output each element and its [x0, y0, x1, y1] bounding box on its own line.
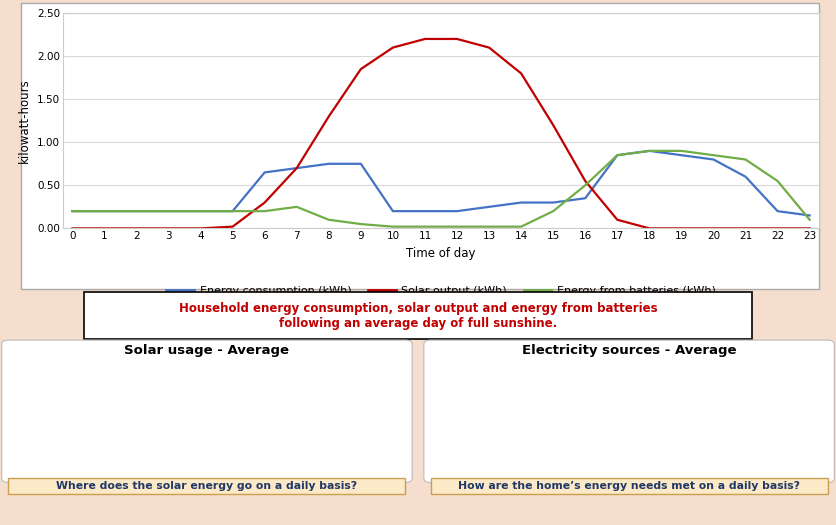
Text: Solar usage - Average: Solar usage - Average: [125, 344, 289, 357]
Energy from batteries (kWh): [388, 224, 398, 230]
Energy from batteries (kWh): [292, 204, 302, 210]
Solar output (kWh): [741, 225, 751, 232]
Energy consumption (kWh): [227, 208, 237, 214]
Energy from batteries (kWh): [676, 148, 686, 154]
Solar output (kWh): [164, 225, 174, 232]
Solar output (kWh): [356, 66, 366, 72]
Energy consumption (kWh): [324, 161, 334, 167]
Solar output (kWh): [131, 225, 141, 232]
Solar output (kWh): [452, 36, 462, 42]
Text: 45%: 45%: [543, 407, 572, 420]
Energy from batteries (kWh): [548, 208, 558, 214]
Text: Household energy consumption, solar output and energy from batteries
following a: Household energy consumption, solar outp…: [179, 301, 657, 330]
Text: 0%: 0%: [541, 463, 561, 476]
Solar output (kWh): [580, 178, 590, 184]
Energy from batteries (kWh): [772, 178, 782, 184]
Solar output (kWh): [388, 45, 398, 51]
Wedge shape: [533, 373, 578, 459]
Energy from batteries (kWh): [452, 224, 462, 230]
Energy consumption (kWh): [99, 208, 110, 214]
Wedge shape: [111, 373, 155, 431]
Legend: From solar, From grid, From batteries: From solar, From grid, From batteries: [643, 393, 743, 442]
Solar output (kWh): [196, 225, 206, 232]
Line: Energy consumption (kWh): Energy consumption (kWh): [73, 151, 809, 215]
Energy consumption (kWh): [580, 195, 590, 202]
Energy consumption (kWh): [804, 212, 814, 218]
Energy from batteries (kWh): [196, 208, 206, 214]
Energy consumption (kWh): [388, 208, 398, 214]
Solar output (kWh): [772, 225, 782, 232]
Line: Solar output (kWh): Solar output (kWh): [73, 39, 809, 228]
Legend: Solar self-
consumption, Solar into batteries, Excess (wasted)
solar: Solar self- consumption, Solar into batt…: [221, 383, 347, 452]
Wedge shape: [490, 373, 548, 461]
Solar output (kWh): [484, 45, 494, 51]
Energy consumption (kWh): [548, 200, 558, 206]
Text: 55%: 55%: [496, 415, 524, 428]
Energy consumption (kWh): [772, 208, 782, 214]
Energy consumption (kWh): [676, 152, 686, 159]
Text: How are the home’s energy needs met on a daily basis?: How are the home’s energy needs met on a…: [458, 481, 800, 491]
Energy consumption (kWh): [645, 148, 655, 154]
Energy from batteries (kWh): [741, 156, 751, 163]
Solar output (kWh): [804, 225, 814, 232]
Energy from batteries (kWh): [612, 152, 622, 159]
X-axis label: Time of day: Time of day: [406, 247, 476, 260]
Energy consumption (kWh): [516, 200, 526, 206]
Energy consumption (kWh): [612, 152, 622, 159]
Text: 37%: 37%: [99, 435, 128, 448]
Solar output (kWh): [516, 70, 526, 77]
Energy from batteries (kWh): [260, 208, 270, 214]
Solar output (kWh): [612, 217, 622, 223]
Solar output (kWh): [260, 200, 270, 206]
Energy from batteries (kWh): [516, 224, 526, 230]
Solar output (kWh): [292, 165, 302, 171]
Energy consumption (kWh): [164, 208, 174, 214]
Energy from batteries (kWh): [356, 221, 366, 227]
Line: Energy from batteries (kWh): Energy from batteries (kWh): [73, 151, 809, 227]
Energy consumption (kWh): [68, 208, 78, 214]
Energy consumption (kWh): [356, 161, 366, 167]
Solar output (kWh): [708, 225, 718, 232]
Energy consumption (kWh): [196, 208, 206, 214]
Energy consumption (kWh): [708, 156, 718, 163]
Solar output (kWh): [68, 225, 78, 232]
Solar output (kWh): [420, 36, 430, 42]
Energy consumption (kWh): [741, 174, 751, 180]
Energy consumption (kWh): [260, 169, 270, 175]
Text: 30%: 30%: [117, 397, 145, 410]
Energy from batteries (kWh): [164, 208, 174, 214]
Legend: Energy consumption (kWh), Solar output (kWh), Energy from batteries (kWh): Energy consumption (kWh), Solar output (…: [162, 281, 720, 300]
Solar output (kWh): [645, 225, 655, 232]
Wedge shape: [534, 417, 548, 459]
Energy from batteries (kWh): [804, 217, 814, 223]
Energy from batteries (kWh): [68, 208, 78, 214]
Wedge shape: [68, 373, 112, 438]
Energy consumption (kWh): [452, 208, 462, 214]
Energy from batteries (kWh): [645, 148, 655, 154]
Energy consumption (kWh): [484, 204, 494, 210]
Solar output (kWh): [324, 113, 334, 120]
Text: Electricity sources - Average: Electricity sources - Average: [522, 344, 737, 357]
Text: Where does the solar energy go on a daily basis?: Where does the solar energy go on a dail…: [56, 481, 358, 491]
Text: 33%: 33%: [77, 398, 104, 412]
Energy from batteries (kWh): [324, 217, 334, 223]
Solar output (kWh): [676, 225, 686, 232]
Energy consumption (kWh): [420, 208, 430, 214]
Energy from batteries (kWh): [484, 224, 494, 230]
Y-axis label: kilowatt-hours: kilowatt-hours: [18, 78, 31, 163]
Energy from batteries (kWh): [131, 208, 141, 214]
Energy from batteries (kWh): [420, 224, 430, 230]
Solar output (kWh): [227, 224, 237, 230]
Wedge shape: [74, 417, 153, 461]
Energy consumption (kWh): [131, 208, 141, 214]
Energy from batteries (kWh): [708, 152, 718, 159]
Energy consumption (kWh): [292, 165, 302, 171]
Solar output (kWh): [548, 122, 558, 128]
Energy from batteries (kWh): [227, 208, 237, 214]
Energy from batteries (kWh): [99, 208, 110, 214]
Energy from batteries (kWh): [580, 182, 590, 188]
Solar output (kWh): [99, 225, 110, 232]
